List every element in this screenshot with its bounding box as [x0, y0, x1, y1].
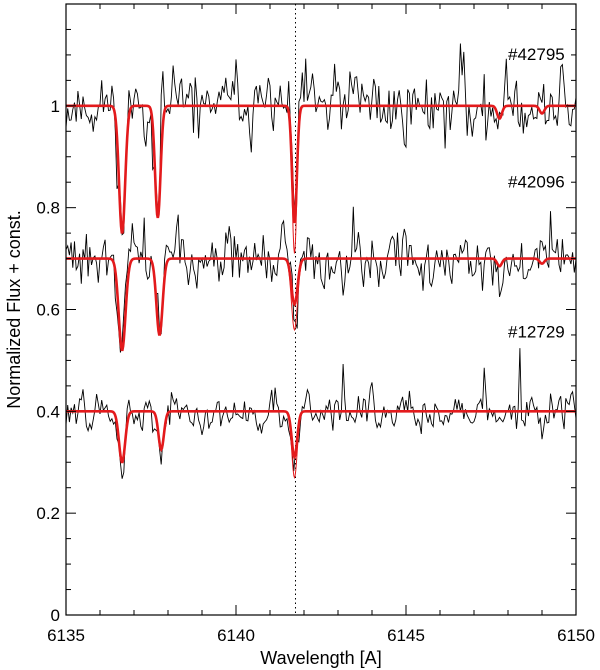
model-fit-2: [66, 257, 576, 352]
x-axis-label: Wavelength [A]: [260, 648, 381, 668]
y-tick-label: 0.6: [36, 301, 60, 320]
y-axis-label: Normalized Flux + const.: [4, 210, 24, 409]
y-tick-label: 0.4: [36, 402, 60, 421]
model-alt-3: [66, 410, 576, 480]
plot-area: [66, 4, 576, 615]
model-fit-3: [66, 410, 576, 464]
observed-spectrum-2: [66, 206, 576, 353]
x-tick-label: 6135: [47, 626, 85, 645]
x-tick-label: 6145: [387, 626, 425, 645]
observed-spectrum-3: [66, 348, 576, 479]
y-tick-label: 0.8: [36, 199, 60, 218]
x-tick-label: 6150: [557, 626, 595, 645]
series-group: [66, 4, 576, 615]
plot-frame: [65, 3, 577, 616]
star-label-1: #42795: [508, 45, 565, 64]
y-tick-label: 1: [51, 97, 60, 116]
star-label-2: #42096: [508, 172, 565, 191]
y-tick-label: 0: [51, 606, 60, 625]
y-tick-label: 0.2: [36, 504, 60, 523]
observed-spectrum-1: [66, 43, 576, 236]
axis-ticks: 6135 6140 6145 6150 0 0.2 0.4 0.6 0.8 1: [36, 3, 595, 645]
model-alt-1: [66, 105, 576, 254]
star-label-3: #12729: [508, 323, 565, 342]
model-fit-1: [66, 104, 576, 234]
x-tick-label: 6140: [217, 626, 255, 645]
